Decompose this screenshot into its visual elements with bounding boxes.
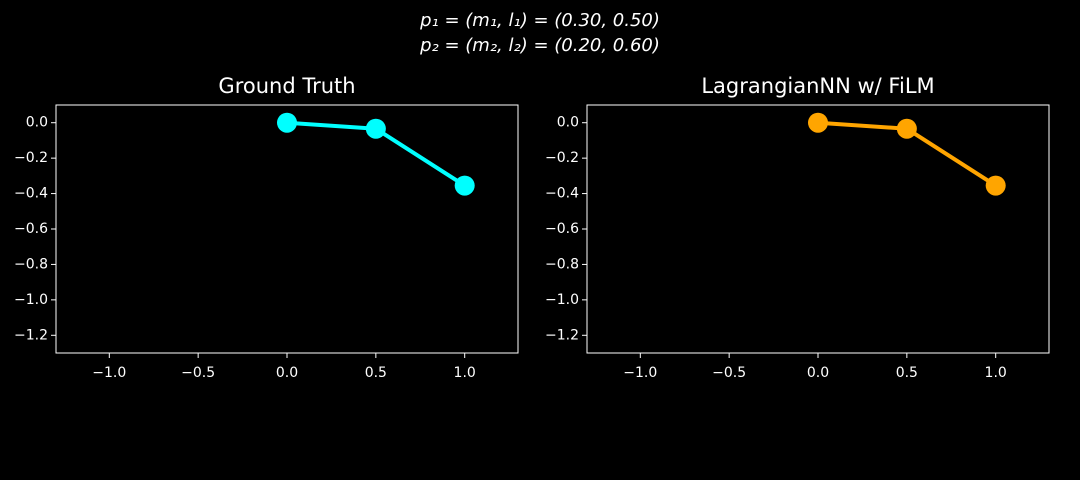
y-tick-label: 0.0 <box>26 115 48 131</box>
suptitle-line: p₂ = (m₂, l₂) = (0.20, 0.60) <box>419 35 660 56</box>
x-tick-label: −1.0 <box>623 365 657 381</box>
marker <box>277 112 297 133</box>
marker <box>454 175 475 196</box>
y-tick-label: −0.2 <box>14 150 48 166</box>
subplot-title: Ground Truth <box>218 74 355 98</box>
x-tick-label: 0.5 <box>365 365 387 381</box>
y-tick-label: −1.0 <box>14 292 48 308</box>
marker <box>365 118 386 139</box>
y-tick-label: −1.2 <box>545 327 579 343</box>
x-tick-label: 0.0 <box>276 365 298 381</box>
suptitle-line: p₁ = (m₁, l₁) = (0.30, 0.50) <box>419 10 660 31</box>
x-tick-label: 1.0 <box>985 365 1007 381</box>
x-tick-label: 1.0 <box>454 365 476 381</box>
y-tick-label: −0.6 <box>14 221 48 237</box>
axes-frame <box>586 104 1050 354</box>
y-tick-label: −0.8 <box>545 256 579 272</box>
marker <box>896 118 917 139</box>
axes-frame <box>55 104 519 354</box>
y-tick-label: −0.8 <box>14 256 48 272</box>
y-tick-label: −0.4 <box>14 186 48 202</box>
x-tick-label: −0.5 <box>181 365 215 381</box>
y-tick-label: −1.0 <box>545 292 579 308</box>
marker <box>985 175 1006 196</box>
x-tick-label: 0.0 <box>807 365 829 381</box>
x-tick-label: −0.5 <box>712 365 746 381</box>
x-tick-label: 0.5 <box>896 365 918 381</box>
y-tick-label: −0.2 <box>545 150 579 166</box>
y-tick-label: −1.2 <box>14 327 48 343</box>
x-tick-label: −1.0 <box>92 365 126 381</box>
y-tick-label: −0.4 <box>545 186 579 202</box>
marker <box>808 112 828 133</box>
subplot-title: LagrangianNN w/ FiLM <box>701 74 934 98</box>
y-tick-label: −0.6 <box>545 221 579 237</box>
y-tick-label: 0.0 <box>557 115 579 131</box>
